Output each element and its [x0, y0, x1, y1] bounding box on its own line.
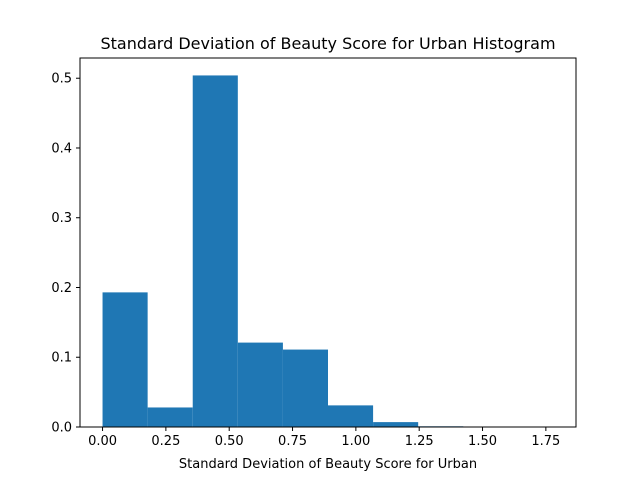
y-tick-label-1: 0.1	[51, 351, 72, 366]
y-tick-label-4: 0.4	[51, 141, 72, 156]
x-tick-label-1: 0.25	[151, 434, 180, 449]
y-tick-label-0: 0.0	[51, 421, 72, 436]
x-tick-label-2: 0.50	[215, 434, 244, 449]
x-tick-label-3: 0.75	[278, 434, 307, 449]
x-tick-label-4: 1.00	[341, 434, 370, 449]
x-axis-ticks: 0.00 0.25 0.50 0.75 1.00 1.25 1.50 1.75	[88, 427, 560, 449]
histogram-bar-4	[282, 349, 328, 427]
y-tick-label-5: 0.5	[51, 72, 72, 87]
histogram-bar-1	[147, 407, 193, 427]
x-tick-label-0: 0.00	[88, 434, 117, 449]
x-axis-title: Standard Deviation of Beauty Score for U…	[179, 457, 477, 472]
histogram-bar-3	[237, 342, 283, 427]
histogram-bar-0	[102, 292, 148, 427]
y-axis-ticks: 0.0 0.1 0.2 0.3 0.4 0.5	[51, 72, 80, 436]
histogram-bar-6	[373, 422, 419, 427]
chart-title: Standard Deviation of Beauty Score for U…	[100, 34, 555, 53]
y-tick-label-3: 0.3	[51, 211, 72, 226]
x-tick-label-5: 1.25	[405, 434, 434, 449]
x-tick-label-7: 1.75	[531, 434, 560, 449]
histogram-bars	[102, 75, 464, 427]
plot-frame	[79, 57, 577, 428]
x-tick-label-6: 1.50	[468, 434, 497, 449]
histogram-bar-2	[192, 75, 238, 427]
y-tick-label-2: 0.2	[51, 281, 72, 296]
histogram-bar-5	[328, 405, 374, 427]
